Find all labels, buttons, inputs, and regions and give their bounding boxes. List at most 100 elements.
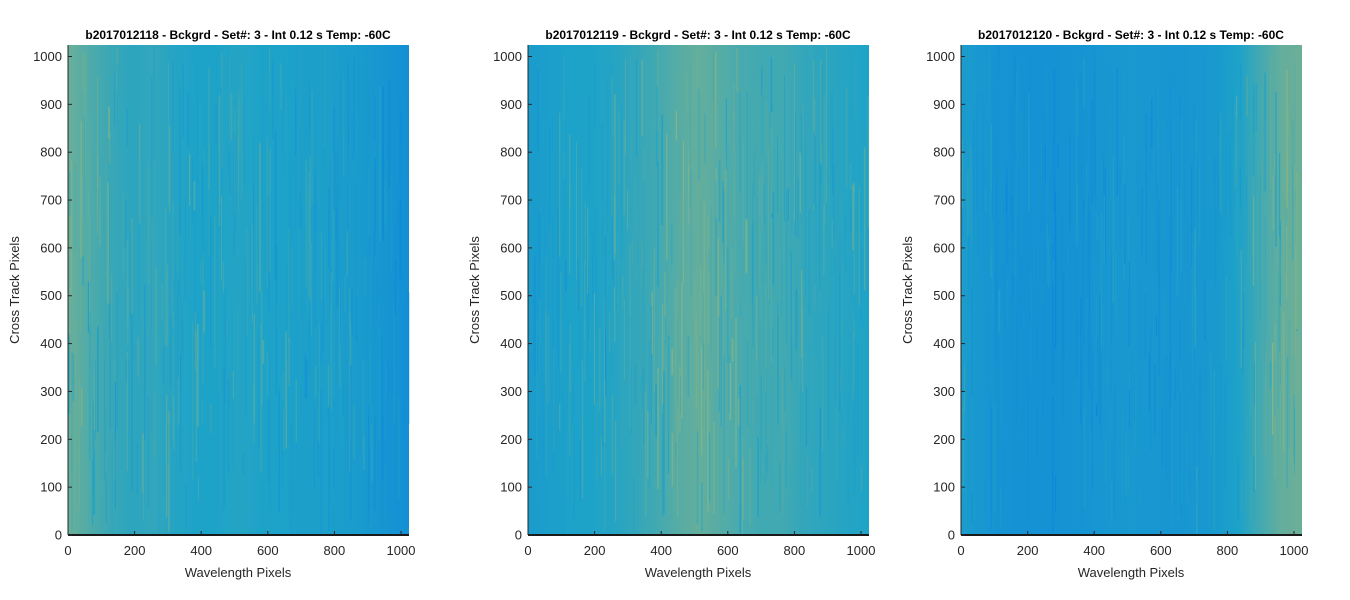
heatmap-streak — [562, 90, 565, 165]
heatmap-streak — [961, 238, 963, 362]
heatmap-streak — [717, 238, 719, 389]
heatmap-streak — [333, 107, 336, 211]
heatmap-streak — [268, 361, 271, 512]
heatmap-streak — [91, 355, 94, 458]
heatmap-streak — [227, 139, 229, 177]
heatmap-streak — [1199, 168, 1201, 246]
heatmap-streak — [1264, 72, 1266, 192]
heatmap-streak — [802, 105, 804, 150]
heatmap-streak — [282, 371, 284, 402]
heatmap-streak — [557, 207, 559, 367]
heatmap-streak — [852, 305, 854, 402]
heatmap-streak — [823, 94, 826, 225]
heatmap-streak — [707, 215, 709, 345]
heatmap-streak — [836, 336, 838, 480]
heatmap-streak — [1095, 294, 1097, 404]
heatmap-streak — [97, 326, 99, 432]
heatmap-streak — [598, 329, 601, 411]
heatmap-streak — [256, 203, 258, 303]
heatmap-streak — [723, 356, 725, 514]
heatmap-streak — [163, 342, 165, 491]
heatmap-streak — [641, 60, 643, 136]
heatmap-streak — [552, 217, 554, 323]
heatmap-streak — [1252, 175, 1255, 286]
heatmap-streak — [87, 116, 89, 268]
heatmap-streak — [294, 98, 297, 156]
heatmap-streak — [226, 318, 229, 343]
heatmap-streak — [808, 338, 810, 431]
heatmap-streak — [260, 290, 263, 405]
heatmap-streak — [353, 54, 355, 159]
heatmap-streak — [161, 283, 163, 320]
y-tick-label: 1000 — [493, 49, 522, 64]
heatmap-streak — [202, 397, 203, 425]
heatmap-streak — [752, 321, 754, 425]
heatmap-streak — [847, 397, 849, 508]
subplot-2-axes: 0 200 400 600 800 1000 0 100 200 300 400 500 600 700 8… — [493, 45, 875, 558]
heatmap-streak — [772, 191, 775, 286]
heatmap-streak — [1099, 294, 1101, 424]
x-tick-label: 400 — [650, 543, 672, 558]
heatmap-streak — [689, 59, 691, 125]
heatmap-streak — [777, 302, 779, 397]
heatmap-streak — [964, 73, 966, 108]
heatmap-streak — [814, 98, 816, 136]
heatmap-streak — [848, 422, 849, 489]
heatmap-streak — [1015, 69, 1017, 218]
heatmap-streak — [1197, 220, 1198, 366]
heatmap-streak — [1144, 292, 1146, 360]
heatmap-streak — [802, 273, 804, 309]
heatmap-streak — [251, 189, 253, 291]
heatmap-streak — [1088, 280, 1090, 390]
heatmap-streak — [984, 187, 987, 213]
heatmap-streak — [690, 300, 692, 347]
heatmap-streak — [1272, 176, 1274, 231]
heatmap-streak — [163, 347, 165, 384]
subplot-1: b2017012118 - Bckgrd - Set#: 3 - Int 0.1… — [7, 28, 415, 580]
heatmap-streak — [406, 53, 408, 178]
heatmap-streak — [1180, 116, 1182, 275]
heatmap-streak — [195, 330, 198, 462]
heatmap-streak — [992, 372, 994, 500]
heatmap-streak — [1045, 246, 1048, 317]
heatmap-streak — [1116, 67, 1118, 196]
heatmap-streak — [344, 276, 347, 312]
heatmap-streak — [311, 91, 313, 204]
heatmap-streak — [336, 207, 339, 307]
heatmap-streak — [981, 66, 983, 146]
heatmap-streak — [305, 179, 307, 281]
heatmap-streak — [351, 112, 352, 242]
heatmap-streak — [650, 306, 652, 425]
heatmap-streak — [664, 272, 666, 341]
heatmap-streak — [621, 292, 623, 447]
heatmap-streak — [802, 281, 804, 392]
heatmap-streak — [259, 143, 261, 292]
heatmap-streak — [192, 157, 194, 223]
heatmap-streak — [620, 105, 623, 259]
heatmap-streak — [1173, 348, 1175, 392]
heatmap-streak — [208, 278, 209, 359]
heatmap-streak — [129, 231, 131, 322]
heatmap-streak — [305, 359, 308, 399]
heatmap-streak — [168, 411, 170, 532]
heatmap-streak — [853, 339, 855, 465]
heatmap-streak — [333, 398, 336, 490]
heatmap-streak — [1179, 393, 1182, 516]
heatmap-streak — [402, 95, 404, 210]
heatmap-streak — [760, 167, 762, 323]
heatmap-streak — [1069, 204, 1071, 363]
heatmap-streak — [1156, 128, 1158, 183]
heatmap-streak — [1196, 153, 1198, 289]
heatmap-streak — [733, 84, 735, 152]
heatmap-streak — [989, 220, 991, 291]
heatmap-streak — [99, 155, 101, 213]
heatmap-streak — [995, 282, 998, 328]
heatmap-streak — [343, 78, 345, 176]
heatmap-streak — [318, 322, 320, 444]
heatmap-streak — [799, 152, 801, 213]
heatmap-streak — [988, 139, 990, 205]
heatmap-streak — [1236, 184, 1238, 288]
heatmap-streak — [114, 382, 116, 509]
heatmap-streak — [1253, 456, 1255, 493]
heatmap-streak — [1012, 62, 1014, 101]
